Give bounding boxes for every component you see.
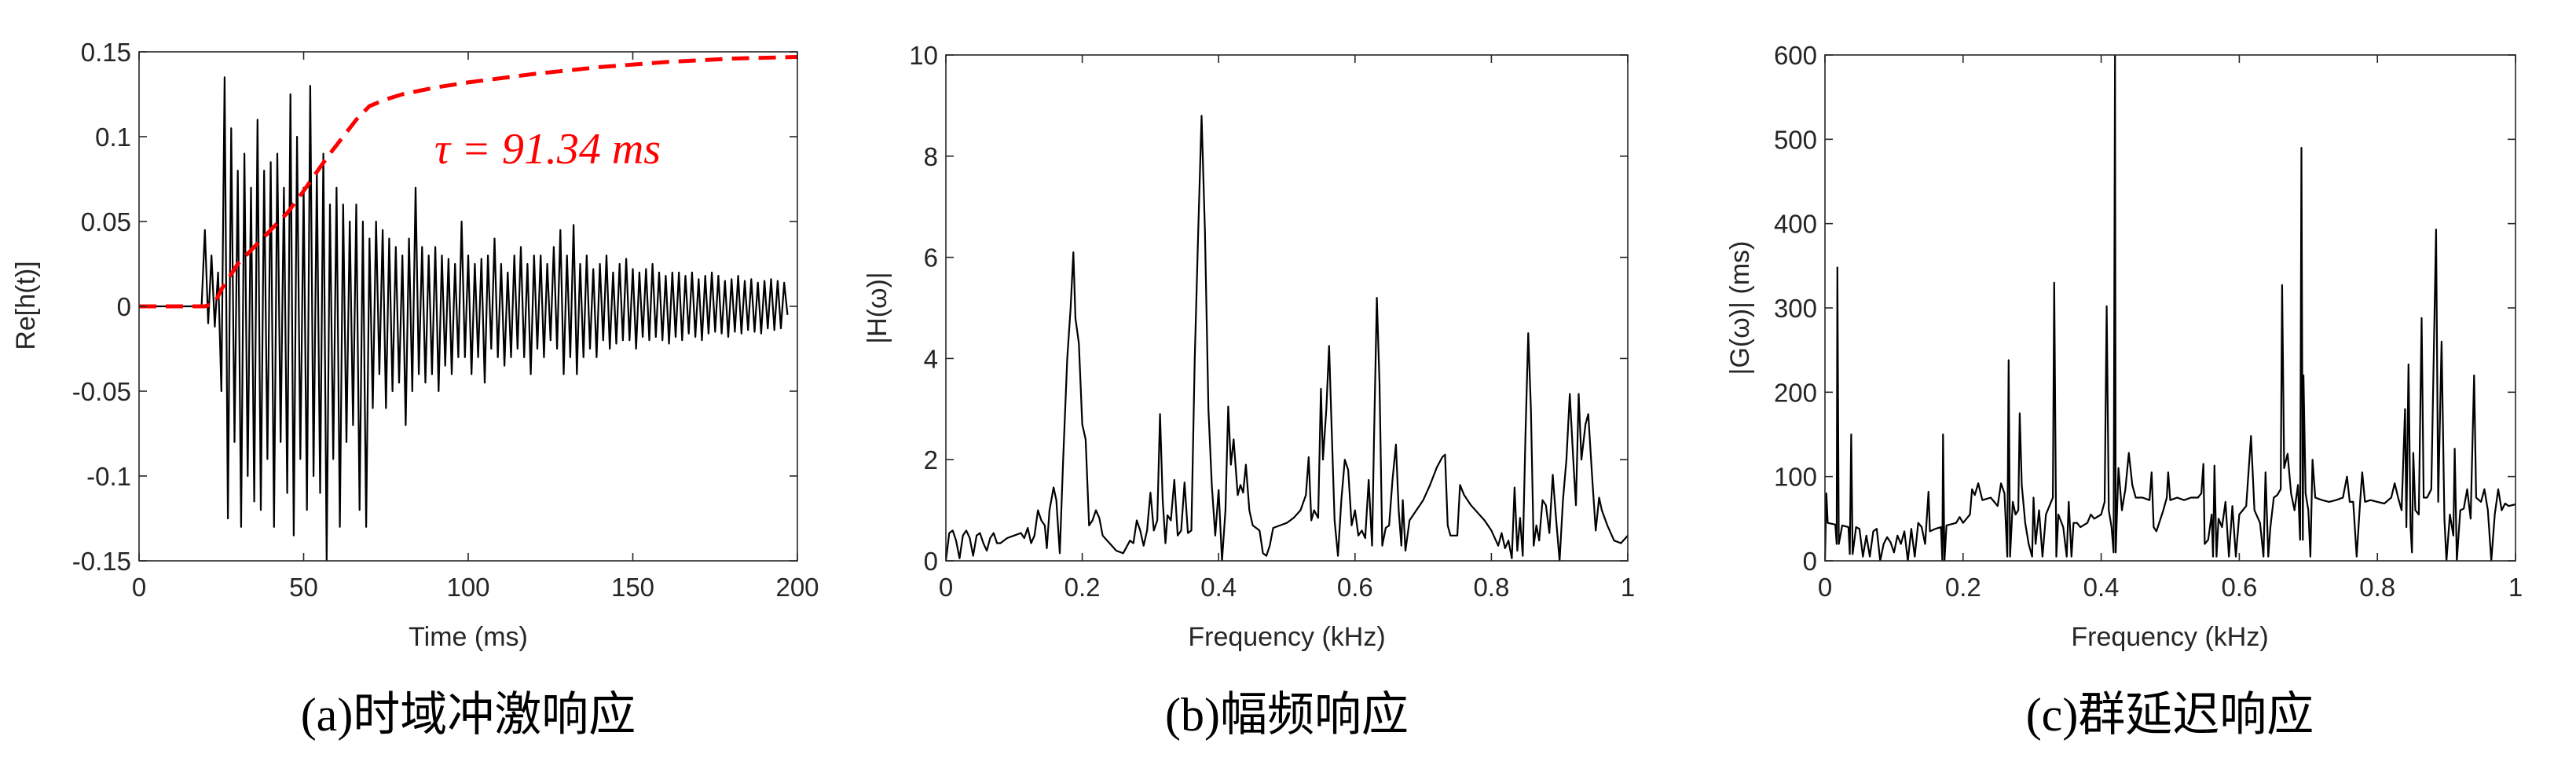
axes-box xyxy=(945,54,1629,562)
y-tick-label: 10 xyxy=(909,41,938,70)
x-tick-label: 50 xyxy=(289,573,318,602)
y-tick-label: 500 xyxy=(1774,125,1817,154)
y-tick-label: 0.15 xyxy=(81,38,131,67)
ylabel-a: Re[h(t)] xyxy=(11,261,41,350)
y-tick-label: 8 xyxy=(924,142,938,171)
y-tick-label: 0 xyxy=(924,547,938,576)
y-tick-label: 0.1 xyxy=(95,123,131,152)
y-tick-label: -0.15 xyxy=(72,547,131,576)
x-tick-label: 0.2 xyxy=(1064,573,1101,602)
series-line-0 xyxy=(946,115,1628,561)
xlabel-c: Frequency (kHz) xyxy=(2071,622,2268,652)
caption-a: (a)时域冲激响应 xyxy=(301,689,636,741)
series-line-0 xyxy=(139,76,789,561)
x-tick-label: 0.4 xyxy=(2083,573,2120,602)
y-tick-label: 600 xyxy=(1774,41,1817,70)
y-tick-label: 0 xyxy=(1803,547,1817,576)
caption-b: (b)幅频响应 xyxy=(1165,689,1409,741)
plot-area xyxy=(946,55,1628,561)
y-tick-label: 0.05 xyxy=(81,207,131,236)
y-tick-label: 100 xyxy=(1774,463,1817,492)
y-tick-label: 200 xyxy=(1774,378,1817,407)
x-tick-label: 0.8 xyxy=(2359,573,2395,602)
series-line-0 xyxy=(1825,55,2516,561)
x-tick-label: 0.4 xyxy=(1200,573,1237,602)
x-tick-label: 150 xyxy=(611,573,654,602)
series-line-1 xyxy=(139,55,797,309)
y-tick-label: -0.1 xyxy=(86,462,131,491)
xlabel-a: Time (ms) xyxy=(409,622,528,652)
y-tick-label: 2 xyxy=(924,445,938,474)
x-tick-label: 0 xyxy=(1818,573,1832,602)
y-tick-label: -0.05 xyxy=(72,377,131,406)
ylabel-c: |G(ω)| (ms) xyxy=(1725,241,1755,375)
xlabel-b: Frequency (kHz) xyxy=(1188,622,1385,652)
y-tick-label: 400 xyxy=(1774,210,1817,239)
x-tick-label: 100 xyxy=(446,573,489,602)
x-tick-label: 200 xyxy=(775,573,819,602)
y-tick-label: 0 xyxy=(117,292,131,321)
plot-area xyxy=(1825,55,2516,561)
x-tick-label: 0.8 xyxy=(1473,573,1509,602)
x-tick-label: 1 xyxy=(1621,573,1635,602)
caption-c: (c)群延迟响应 xyxy=(2026,689,2314,741)
panel-time-impulse-response: 0 50 100 150 200 -0.15 -0.1 -0.05 0 0.05 0.1 0.15 (a… xyxy=(11,38,819,741)
panel-group-delay-response: 0 0.2 0.4 0.6 0.8 1 0 100 200 300 400 500 600 (c)群延迟响… xyxy=(1725,41,2523,741)
y-tick-label: 4 xyxy=(924,344,938,373)
y-tick-label: 300 xyxy=(1774,294,1817,323)
x-tick-label: 1 xyxy=(2508,573,2523,602)
x-tick-label: 0 xyxy=(939,573,953,602)
x-tick-label: 0.6 xyxy=(1337,573,1373,602)
y-tick-label: 6 xyxy=(924,244,938,273)
x-tick-label: 0.2 xyxy=(1945,573,1981,602)
x-tick-label: 0.6 xyxy=(2221,573,2257,602)
ylabel-b: |H(ω)| xyxy=(863,272,892,343)
x-tick-label: 0 xyxy=(132,573,146,602)
tau-annotation: τ = 91.34 ms xyxy=(434,125,661,174)
